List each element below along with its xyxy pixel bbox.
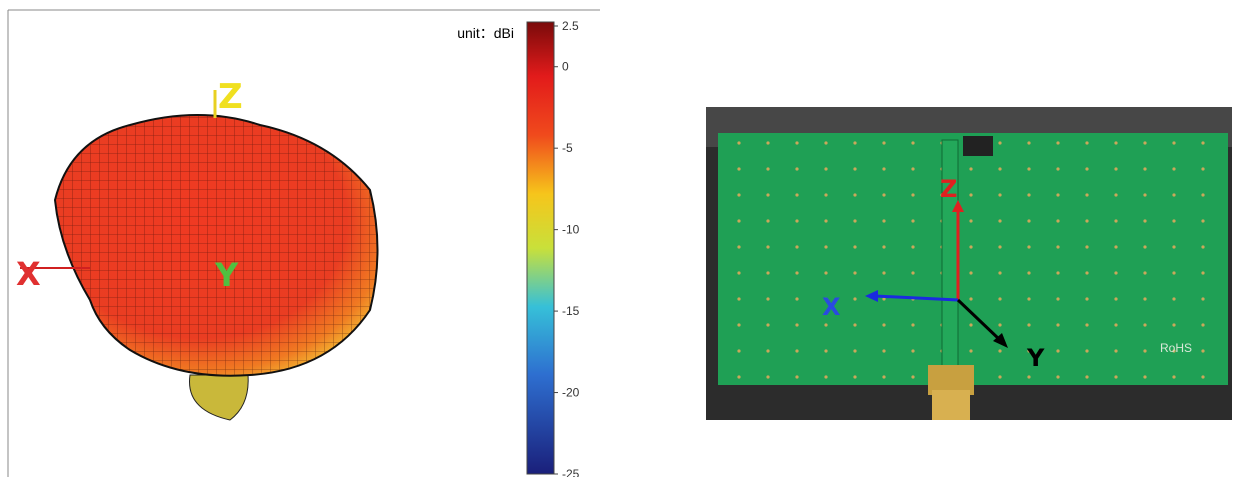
- pattern-panel: Z X Y: [7, 9, 600, 477]
- colorbar-tick-label: -15: [562, 304, 580, 318]
- colorbar-tick-label: -10: [562, 223, 580, 237]
- x-axis-label: X: [16, 255, 41, 293]
- photo-y-label: Y: [1026, 344, 1045, 372]
- colorbar-tick-label: -20: [562, 386, 580, 400]
- colorbar-tick-label: -25: [562, 467, 580, 477]
- colorbar-tick-label: 2.5: [562, 19, 579, 33]
- y-axis-label: Y: [214, 256, 239, 294]
- colorbar-tick-label: 0: [562, 60, 569, 74]
- photo-z-label: Z: [940, 175, 957, 203]
- photo-x-label: X: [822, 293, 841, 321]
- board-marking: RoHS: [1160, 341, 1192, 355]
- pcb-photo: Z X Y RoHS: [706, 107, 1232, 420]
- colorbar-tick-label: -5: [562, 141, 573, 155]
- colorbar-unit: unit：dBi: [457, 25, 514, 41]
- colorbar: unit：dBi 2.5 0 -5 -10 -15 -20 -25: [457, 19, 579, 477]
- z-axis-label: Z: [218, 77, 243, 117]
- colorbar-gradient: [526, 21, 555, 475]
